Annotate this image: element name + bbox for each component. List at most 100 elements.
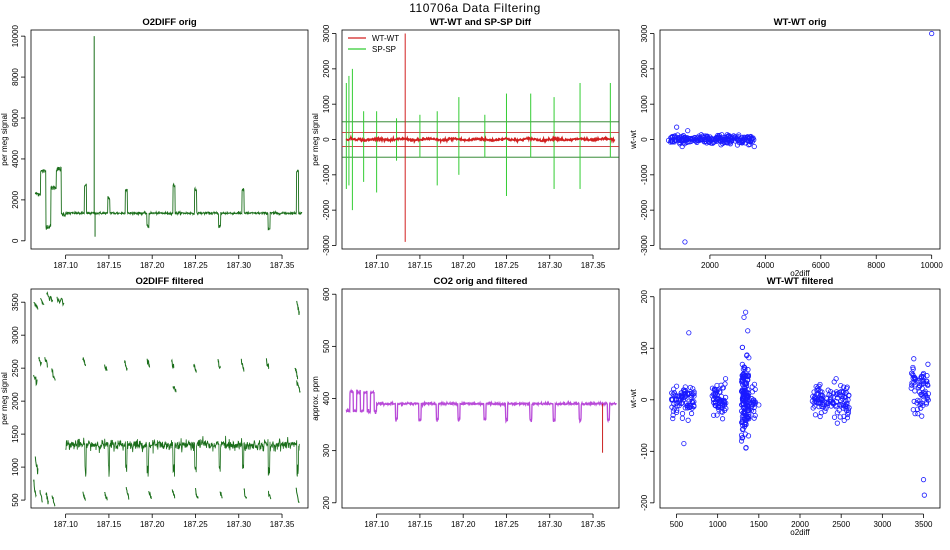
scatter-point xyxy=(745,328,751,334)
plot-area xyxy=(33,291,301,507)
scatter-point xyxy=(813,383,819,390)
x-tick-label: 187.30 xyxy=(538,261,563,270)
x-tick-label: 8000 xyxy=(867,261,885,270)
y-tick-label: -3000 xyxy=(322,235,331,256)
scatter-point xyxy=(746,142,752,148)
scatter-point xyxy=(739,416,746,423)
scatter-point xyxy=(748,408,754,414)
x-tick-label: 187.25 xyxy=(183,261,208,270)
segment-line xyxy=(148,490,152,499)
y-tick-label: 2000 xyxy=(11,190,20,208)
y-tick-label: 0 xyxy=(640,137,649,142)
scatter-point xyxy=(714,412,720,418)
scatter-point xyxy=(676,137,682,143)
scatter-point xyxy=(915,411,921,417)
scatter-point xyxy=(837,414,843,420)
y-tick-label: -200 xyxy=(640,494,649,511)
scatter-point xyxy=(739,419,745,425)
scatter-point xyxy=(684,405,691,411)
scatter-point xyxy=(745,367,751,373)
scatter-point xyxy=(810,405,816,411)
scatter-point xyxy=(744,389,750,395)
scatter-point xyxy=(812,398,818,404)
co2-filtered-line xyxy=(345,388,617,424)
scatter-point xyxy=(711,412,717,418)
scatter-point xyxy=(912,388,918,394)
scatter-point xyxy=(688,404,694,410)
scatter-point xyxy=(739,435,745,441)
y-axis: 200 300 400 500 600 approx. ppm xyxy=(311,287,337,509)
scatter-point xyxy=(718,142,724,148)
plot-box xyxy=(341,288,620,509)
scatter-point xyxy=(816,387,822,393)
wt-wt-line xyxy=(345,134,616,145)
x-tick-label: 500 xyxy=(670,520,684,529)
x-tick-label: 187.35 xyxy=(270,261,295,270)
y-tick-label: 10000 xyxy=(11,24,20,47)
scatter-point xyxy=(679,143,685,150)
segment-line xyxy=(295,487,300,503)
x-tick-label: 187.20 xyxy=(451,261,476,270)
x-tick-label: 1500 xyxy=(750,520,768,529)
panel-title: WT-WT orig xyxy=(774,17,827,28)
scatter-point xyxy=(924,381,931,388)
scatter-point xyxy=(817,381,823,388)
x-tick-label: 4000 xyxy=(756,261,774,270)
scatter-point xyxy=(912,382,918,388)
x-tick-label: 187.15 xyxy=(408,261,433,270)
scatter-point xyxy=(831,414,838,420)
y-tick-label: 8000 xyxy=(11,68,20,86)
y-tick-label: 0 xyxy=(640,397,649,402)
segment-line xyxy=(44,357,48,368)
panel-title: WT-WT filtered xyxy=(767,276,834,287)
scatter-point xyxy=(680,387,687,393)
y-tick-label: 3000 xyxy=(322,24,331,42)
scatter-point xyxy=(838,382,844,389)
x-tick-label: 187.20 xyxy=(140,261,165,270)
scatter-point xyxy=(671,401,677,407)
y-axis-label: per meg signal xyxy=(0,113,9,166)
scatter-point xyxy=(697,136,703,142)
segment-line xyxy=(51,495,56,507)
scatter-point xyxy=(925,361,931,367)
y-tick-label: 1000 xyxy=(322,95,331,113)
x-tick-label: 187.15 xyxy=(408,520,433,529)
scatter-point xyxy=(910,407,916,413)
x-tick-label: 187.30 xyxy=(227,261,252,270)
scatter-point xyxy=(685,128,691,134)
legend: WT-WT SP-SP xyxy=(348,34,399,54)
x-tick-label: 187.35 xyxy=(581,520,606,529)
y-tick-label: 6000 xyxy=(11,109,20,127)
scatter-point xyxy=(739,388,745,395)
segment-line xyxy=(171,489,176,499)
x-tick-label: 1000 xyxy=(709,520,727,529)
scatter-point xyxy=(749,389,756,395)
plot-area xyxy=(345,388,617,453)
scatter-point xyxy=(834,390,841,397)
scatter-point xyxy=(834,420,840,426)
segment-line xyxy=(45,492,49,505)
segment-line xyxy=(217,359,222,370)
scatter-point xyxy=(751,143,757,150)
scatter-point xyxy=(715,404,721,410)
scatter-point xyxy=(749,384,755,390)
scatter-point xyxy=(830,399,836,405)
segment-line xyxy=(265,358,270,370)
y-tick-label: -2000 xyxy=(640,199,649,220)
y-axis-label: wt-wt xyxy=(629,388,638,408)
y-tick-label: 0 xyxy=(11,238,20,243)
x-tick-label: 187.10 xyxy=(53,261,78,270)
y-tick-label: -100 xyxy=(640,443,649,460)
scatter-point xyxy=(674,124,680,130)
scatter-point xyxy=(741,413,747,419)
scatter-point xyxy=(825,400,831,407)
plot-box xyxy=(30,29,309,250)
scatter-point xyxy=(670,136,676,143)
x-tick-label: 2500 xyxy=(832,520,850,529)
segment-line xyxy=(56,296,65,307)
scatter-point xyxy=(693,138,699,144)
scatter-point xyxy=(739,372,745,379)
